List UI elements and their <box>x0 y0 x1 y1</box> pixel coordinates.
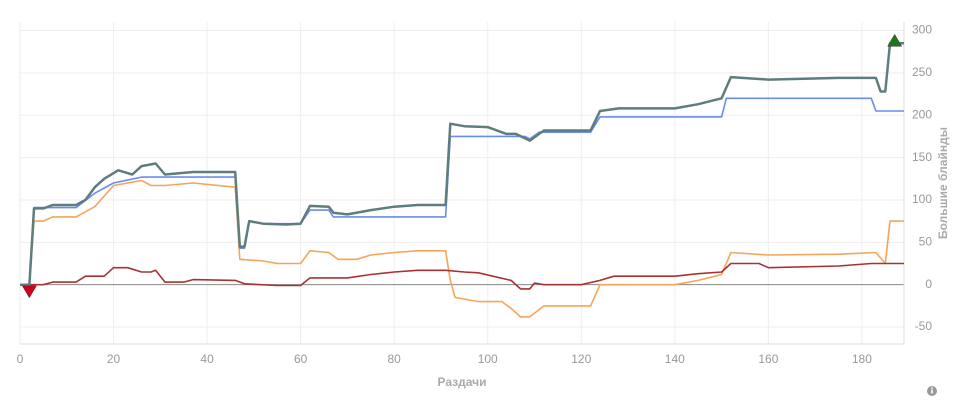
series-line <box>20 41 904 286</box>
series-line <box>20 179 904 318</box>
y-tick-label: 300 <box>912 23 932 37</box>
x-tick-label: 20 <box>107 352 121 366</box>
extreme-marker <box>21 285 37 299</box>
info-icon[interactable] <box>927 386 937 396</box>
grid <box>19 22 904 344</box>
y-tick-label: 50 <box>919 234 933 248</box>
x-tick-label: 40 <box>200 352 214 366</box>
x-tick-label: 100 <box>478 352 498 366</box>
y-axis-title: Большие блайнды <box>936 127 950 239</box>
x-tick-label: 60 <box>294 352 308 366</box>
x-tick-label: 180 <box>852 352 872 366</box>
x-tick-label: 0 <box>17 352 24 366</box>
x-tick-label: 80 <box>388 352 402 366</box>
x-tick-label: 140 <box>665 352 685 366</box>
series-line <box>20 262 904 290</box>
x-tick-label: 120 <box>571 352 591 366</box>
y-tick-label: -50 <box>915 319 933 333</box>
extreme-marker <box>887 33 903 47</box>
y-tick-label: 100 <box>912 192 932 206</box>
y-tick-label: 250 <box>912 65 932 79</box>
y-tick-label: 0 <box>925 277 932 291</box>
y-tick-label: 150 <box>912 150 932 164</box>
y-tick-label: 200 <box>912 107 932 121</box>
x-axis-title: Раздачи <box>438 375 487 389</box>
series-line <box>20 97 904 286</box>
x-tick-label: 160 <box>758 352 778 366</box>
